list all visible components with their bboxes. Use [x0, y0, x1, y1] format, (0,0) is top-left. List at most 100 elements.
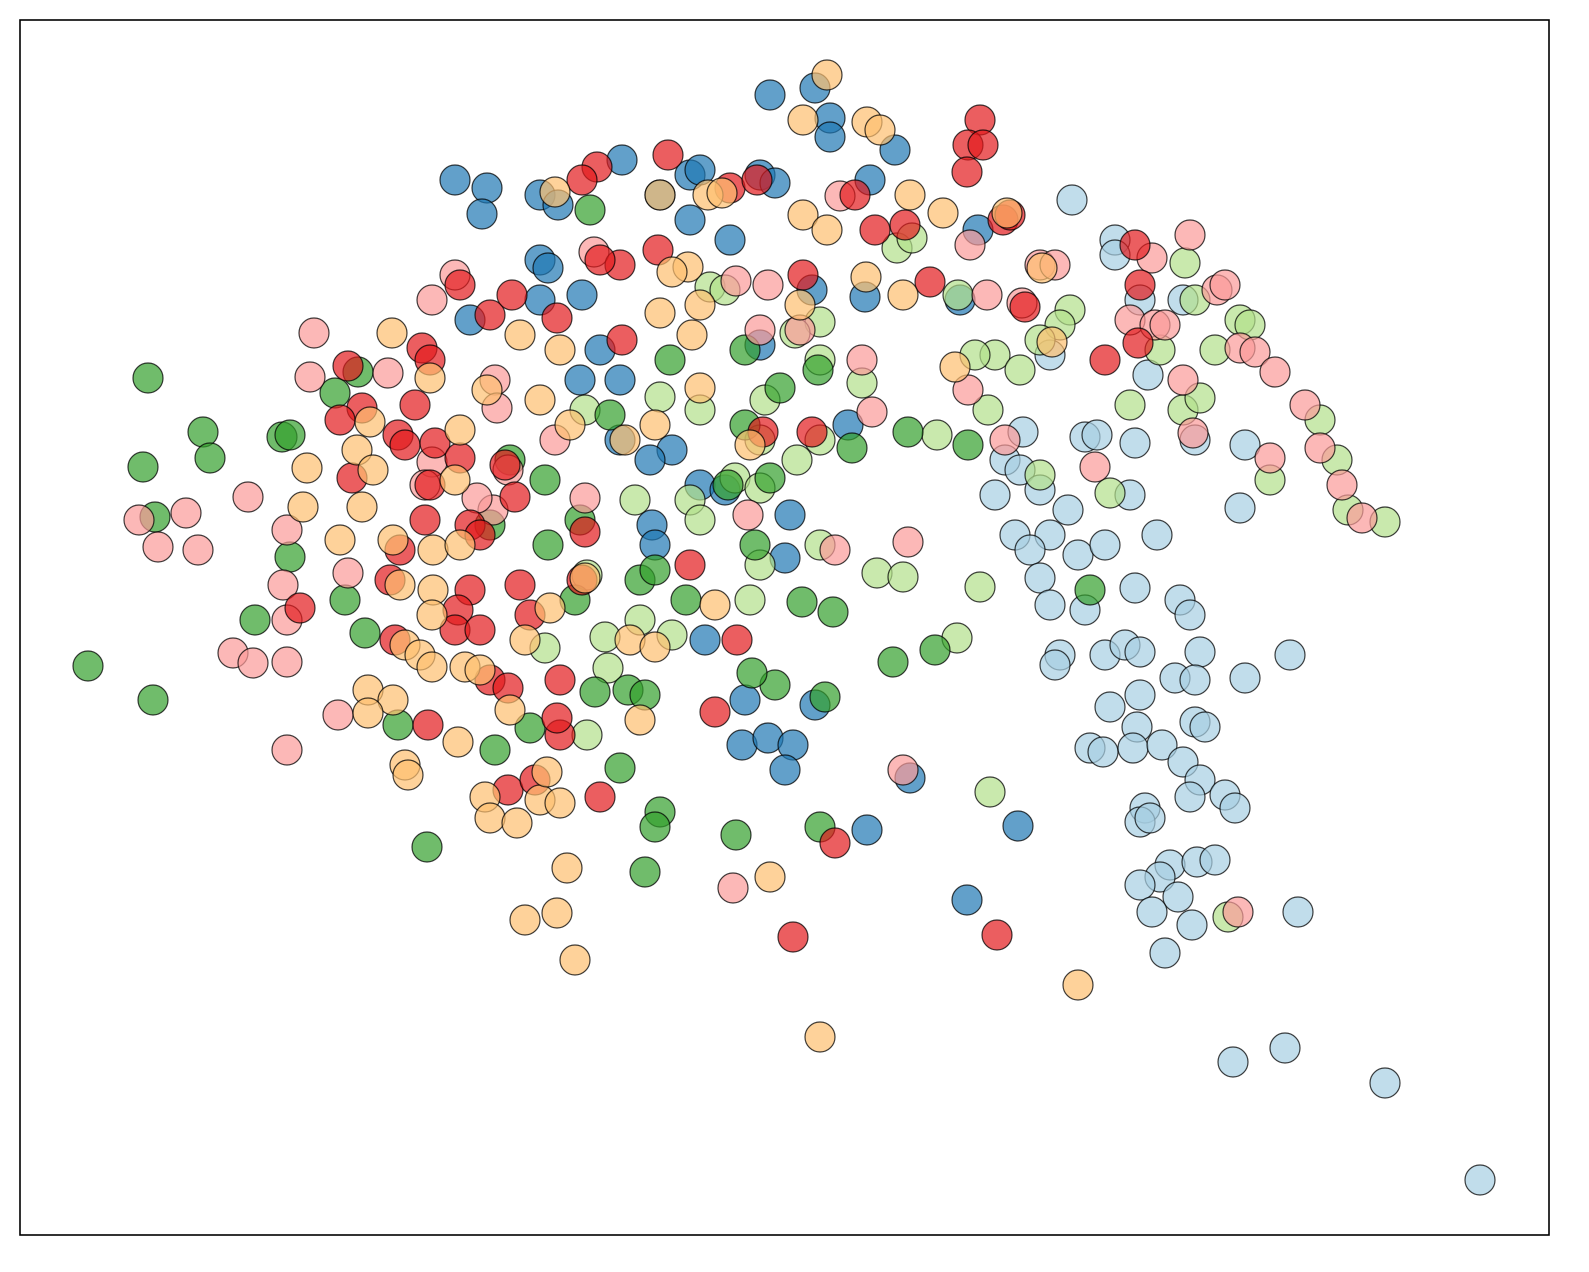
- point: [674, 549, 706, 581]
- point: [142, 531, 174, 563]
- point: [839, 179, 871, 211]
- point: [739, 529, 771, 561]
- point: [1124, 269, 1156, 301]
- point: [1229, 429, 1261, 461]
- point: [332, 557, 364, 589]
- point: [1124, 869, 1156, 901]
- point: [670, 584, 702, 616]
- point: [594, 399, 626, 431]
- point: [1089, 344, 1121, 376]
- point: [814, 121, 846, 153]
- point: [377, 524, 409, 556]
- point: [1122, 327, 1154, 359]
- point: [564, 364, 596, 396]
- point: [787, 199, 819, 231]
- point: [267, 569, 299, 601]
- point: [644, 381, 676, 413]
- point: [271, 646, 303, 678]
- point: [809, 681, 841, 713]
- point: [499, 481, 531, 513]
- point: [439, 464, 471, 496]
- point: [720, 819, 752, 851]
- point: [674, 204, 706, 236]
- point: [544, 334, 576, 366]
- point: [569, 516, 601, 548]
- point: [352, 697, 384, 729]
- point: [604, 752, 636, 784]
- point: [729, 684, 761, 716]
- point: [684, 289, 716, 321]
- point: [1149, 937, 1181, 969]
- point: [971, 279, 1003, 311]
- point: [914, 266, 946, 298]
- point: [927, 197, 959, 229]
- point: [804, 1021, 836, 1053]
- point: [444, 414, 476, 446]
- point: [629, 856, 661, 888]
- point: [554, 409, 586, 441]
- point: [699, 589, 731, 621]
- point: [604, 364, 636, 396]
- point: [726, 729, 758, 761]
- point: [1134, 802, 1166, 834]
- point: [919, 634, 951, 666]
- point: [287, 491, 319, 523]
- point: [951, 156, 983, 188]
- point: [720, 265, 752, 297]
- point: [754, 861, 786, 893]
- point: [409, 504, 441, 536]
- point: [744, 314, 776, 346]
- point: [1039, 649, 1071, 681]
- point: [836, 432, 868, 464]
- point: [714, 224, 746, 256]
- point: [894, 179, 926, 211]
- point: [1224, 492, 1256, 524]
- point: [734, 584, 766, 616]
- point: [182, 534, 214, 566]
- point: [346, 491, 378, 523]
- point: [642, 234, 674, 266]
- point: [1136, 896, 1168, 928]
- point: [1009, 291, 1041, 323]
- point: [291, 452, 323, 484]
- point: [1254, 442, 1286, 474]
- point: [1179, 664, 1211, 696]
- point: [721, 624, 753, 656]
- point: [1079, 451, 1111, 483]
- point: [1026, 252, 1058, 284]
- point: [887, 754, 919, 786]
- point: [717, 872, 749, 904]
- point: [1304, 432, 1336, 464]
- point: [544, 664, 576, 696]
- point: [819, 534, 851, 566]
- point: [509, 624, 541, 656]
- point: [774, 499, 806, 531]
- point: [1132, 359, 1164, 391]
- point: [1014, 534, 1046, 566]
- point: [1146, 729, 1178, 761]
- point: [298, 317, 330, 349]
- point: [479, 734, 511, 766]
- point: [786, 586, 818, 618]
- point: [539, 176, 571, 208]
- point: [541, 702, 573, 734]
- point: [811, 214, 843, 246]
- point: [1056, 184, 1088, 216]
- point: [474, 299, 506, 331]
- point: [509, 904, 541, 936]
- point: [439, 164, 471, 196]
- point: [1222, 896, 1254, 928]
- point: [991, 197, 1023, 229]
- point: [784, 289, 816, 321]
- point: [981, 919, 1013, 951]
- point: [444, 269, 476, 301]
- point: [1094, 691, 1126, 723]
- point: [1094, 477, 1126, 509]
- point: [416, 599, 448, 631]
- point: [1326, 469, 1358, 501]
- point: [494, 694, 526, 726]
- point: [372, 357, 404, 389]
- point: [274, 419, 306, 451]
- point: [942, 279, 974, 311]
